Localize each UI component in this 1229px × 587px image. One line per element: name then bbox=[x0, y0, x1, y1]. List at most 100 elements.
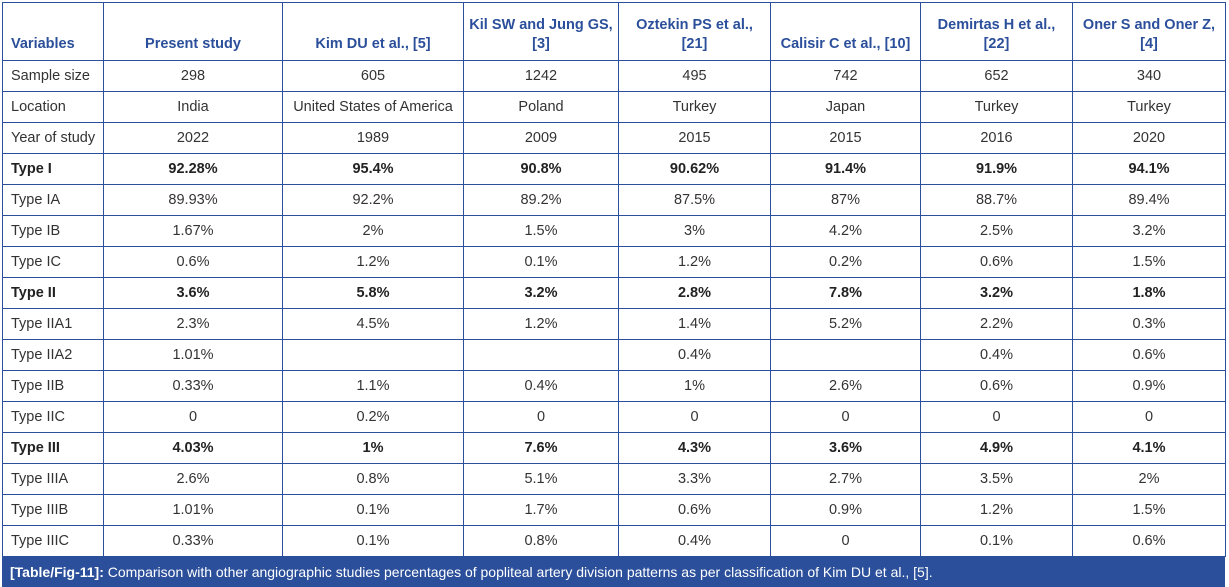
table-cell: 1% bbox=[618, 370, 771, 402]
table-cell: 92.2% bbox=[282, 184, 464, 216]
table-cell: 1989 bbox=[282, 122, 464, 154]
table-row: Type II 3.6% 5.8% 3.2% 2.8% 7.8% 3.2% 1.8% bbox=[2, 277, 1226, 309]
table-cell: 3.6% bbox=[770, 432, 921, 464]
table-cell: 94.1% bbox=[1072, 153, 1226, 185]
table-cell: Turkey bbox=[920, 91, 1073, 123]
table-cell: 1.01% bbox=[103, 339, 283, 371]
table-row: Type IC 0.6% 1.2% 0.1% 1.2% 0.2% 0.6% 1.5% bbox=[2, 246, 1226, 278]
table-cell: 7.8% bbox=[770, 277, 921, 309]
table-cell: 1.2% bbox=[618, 246, 771, 278]
table-cell: 0.6% bbox=[920, 246, 1073, 278]
table-cell: 5.2% bbox=[770, 308, 921, 340]
table-row: Type IA 89.93% 92.2% 89.2% 87.5% 87% 88.7% 89.4… bbox=[2, 184, 1226, 216]
table-cell: 0.8% bbox=[282, 463, 464, 495]
row-label: Type IIIB bbox=[2, 494, 104, 526]
table-cell: 605 bbox=[282, 60, 464, 92]
table-cell: 2.2% bbox=[920, 308, 1073, 340]
table-cell: 87.5% bbox=[618, 184, 771, 216]
table-cell: 0.9% bbox=[770, 494, 921, 526]
table-cell: 2% bbox=[1072, 463, 1226, 495]
table-row: Location India United States of America Pol… bbox=[2, 91, 1226, 123]
table-cell: Poland bbox=[463, 91, 619, 123]
table-header-row: Variables Present study Kim DU et al., [5]… bbox=[2, 2, 1226, 61]
row-label: Type IIA2 bbox=[2, 339, 104, 371]
table-cell: 90.62% bbox=[618, 153, 771, 185]
table-row: Type IIB 0.33% 1.1% 0.4% 1% 2.6% 0.6% 0.9% bbox=[2, 370, 1226, 402]
table-cell: 5.1% bbox=[463, 463, 619, 495]
table-cell: 7.6% bbox=[463, 432, 619, 464]
column-header: Calisir C et al., [10] bbox=[770, 2, 921, 61]
table-cell: 90.8% bbox=[463, 153, 619, 185]
table-cell: 2% bbox=[282, 215, 464, 247]
caption-text: Comparison with other angiographic studi… bbox=[103, 564, 933, 580]
table-cell: 0.1% bbox=[463, 246, 619, 278]
table-cell: 0.1% bbox=[282, 494, 464, 526]
table-cell: 0 bbox=[920, 401, 1073, 433]
table-cell: 92.28% bbox=[103, 153, 283, 185]
table-cell: 3.2% bbox=[920, 277, 1073, 309]
row-label: Type III bbox=[2, 432, 104, 464]
table-row: Type IIC 0 0.2% 0 0 0 0 0 bbox=[2, 401, 1226, 433]
table-cell: 2.3% bbox=[103, 308, 283, 340]
table-cell: 0 bbox=[770, 401, 921, 433]
table-cell: 652 bbox=[920, 60, 1073, 92]
table-cell: 89.2% bbox=[463, 184, 619, 216]
table-cell: 3% bbox=[618, 215, 771, 247]
table-cell: 95.4% bbox=[282, 153, 464, 185]
table-cell: 89.93% bbox=[103, 184, 283, 216]
comparison-table: Variables Present study Kim DU et al., [5]… bbox=[2, 2, 1226, 557]
table-cell: 1.67% bbox=[103, 215, 283, 247]
table-cell: 4.3% bbox=[618, 432, 771, 464]
column-header: Oztekin PS et al., [21] bbox=[618, 2, 771, 61]
table-cell: 0.6% bbox=[1072, 525, 1226, 557]
table-cell: 1.2% bbox=[920, 494, 1073, 526]
table-cell: 4.03% bbox=[103, 432, 283, 464]
table-cell: 3.3% bbox=[618, 463, 771, 495]
table-cell bbox=[282, 339, 464, 371]
table-cell: 0.3% bbox=[1072, 308, 1226, 340]
table-cell: 4.2% bbox=[770, 215, 921, 247]
table-row: Type IB 1.67% 2% 1.5% 3% 4.2% 2.5% 3.2% bbox=[2, 215, 1226, 247]
caption-label: [Table/Fig-11]: bbox=[10, 564, 104, 580]
table-cell: 0.4% bbox=[618, 339, 771, 371]
row-label: Location bbox=[2, 91, 104, 123]
row-label: Type IIC bbox=[2, 401, 104, 433]
table-cell: United States of America bbox=[282, 91, 464, 123]
table-cell: 5.8% bbox=[282, 277, 464, 309]
column-header: Oner S and Oner Z, [4] bbox=[1072, 2, 1226, 61]
column-header: Kil SW and Jung GS, [3] bbox=[463, 2, 619, 61]
column-header: Variables bbox=[2, 2, 104, 61]
table-row: Sample size 298 605 1242 495 742 652 340 bbox=[2, 60, 1226, 92]
table-row: Type IIA2 1.01% 0.4% 0.4% 0.6% bbox=[2, 339, 1226, 371]
table-cell: 2.5% bbox=[920, 215, 1073, 247]
table-row: Type IIIB 1.01% 0.1% 1.7% 0.6% 0.9% 1.2% 1.5% bbox=[2, 494, 1226, 526]
table-cell: 298 bbox=[103, 60, 283, 92]
table-cell: 89.4% bbox=[1072, 184, 1226, 216]
table-cell: 0.6% bbox=[618, 494, 771, 526]
row-label: Type IC bbox=[2, 246, 104, 278]
table-cell: 0.4% bbox=[920, 339, 1073, 371]
table-cell: 0 bbox=[770, 525, 921, 557]
row-label: Year of study bbox=[2, 122, 104, 154]
row-label: Type IIIA bbox=[2, 463, 104, 495]
table-cell: 2015 bbox=[770, 122, 921, 154]
table-cell: 0.4% bbox=[618, 525, 771, 557]
table-row: Type IIIC 0.33% 0.1% 0.8% 0.4% 0 0.1% 0.6% bbox=[2, 525, 1226, 557]
table-cell: 0.6% bbox=[1072, 339, 1226, 371]
table-cell: 0 bbox=[103, 401, 283, 433]
table-cell: 2.6% bbox=[770, 370, 921, 402]
table-cell: 1.1% bbox=[282, 370, 464, 402]
row-label: Sample size bbox=[2, 60, 104, 92]
table-cell bbox=[463, 339, 619, 371]
table-cell: 0.8% bbox=[463, 525, 619, 557]
table-cell: 91.9% bbox=[920, 153, 1073, 185]
table-cell: 4.1% bbox=[1072, 432, 1226, 464]
table-cell bbox=[770, 339, 921, 371]
table-cell: Turkey bbox=[1072, 91, 1226, 123]
table-cell: 87% bbox=[770, 184, 921, 216]
row-label: Type IA bbox=[2, 184, 104, 216]
table-cell: 0.6% bbox=[103, 246, 283, 278]
table-cell: 1.8% bbox=[1072, 277, 1226, 309]
row-label: Type II bbox=[2, 277, 104, 309]
